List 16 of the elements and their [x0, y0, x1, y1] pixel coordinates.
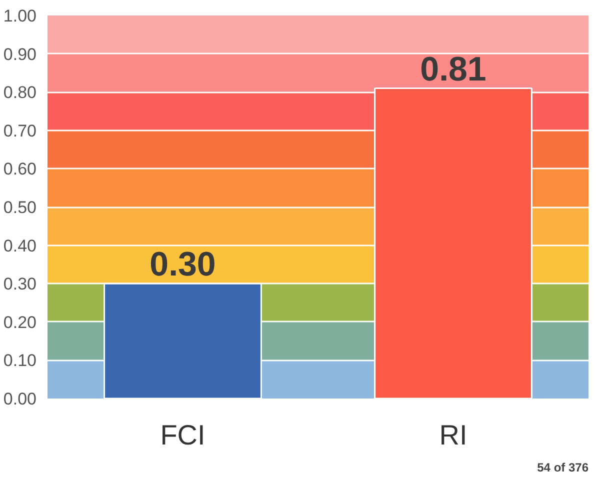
y-tick-label: 0.40 — [3, 236, 37, 256]
y-tick-label: 0.90 — [3, 44, 37, 64]
y-tick-label: 0.50 — [3, 198, 37, 217]
y-tick-label: 1.00 — [3, 6, 37, 26]
y-tick-label: 0.10 — [3, 351, 37, 370]
y-tick-label: 0.80 — [3, 83, 37, 102]
data-label: 0.30 — [150, 246, 216, 284]
y-tick-label: 0.00 — [3, 390, 37, 408]
y-tick-label: 0.70 — [3, 121, 37, 140]
y-tick-label: 0.30 — [3, 274, 37, 294]
x-tick-label: RI — [439, 420, 468, 450]
data-label: 0.81 — [420, 50, 486, 88]
y-tick-label: 0.60 — [3, 160, 37, 179]
text: 54 of 376 — [537, 460, 589, 474]
x-tick-label: FCI — [160, 420, 206, 450]
y-tick-label: 0.20 — [3, 312, 37, 332]
